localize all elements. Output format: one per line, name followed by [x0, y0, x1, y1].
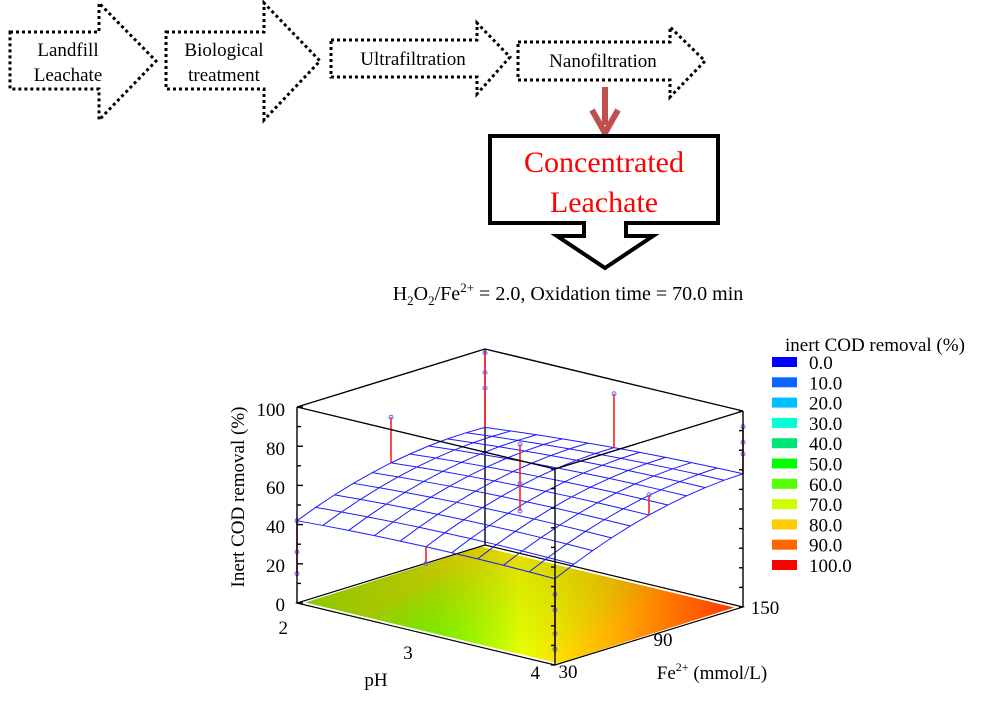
- y-tick-label: 90: [654, 630, 673, 651]
- down-arrow-icon: [589, 87, 621, 140]
- mesh-line: [372, 472, 631, 527]
- legend-label: 10.0: [809, 373, 842, 394]
- legend-title: inert COD removal (%): [785, 335, 965, 356]
- z-tick-label: 40: [266, 517, 285, 538]
- z-tick-label: 60: [266, 478, 285, 499]
- axis-box-front: [296, 406, 744, 665]
- observation-point: [482, 370, 488, 376]
- mesh-line: [348, 434, 537, 531]
- legend-label: 40.0: [809, 434, 842, 455]
- legend-swatch: [772, 438, 797, 449]
- oxidation-time-label: Oxidation time: [530, 283, 651, 305]
- y-tick-label: 150: [751, 598, 780, 619]
- legend-label: 60.0: [809, 475, 842, 496]
- legend-swatch: [772, 377, 797, 388]
- mesh-line: [315, 506, 574, 565]
- observation-point: [646, 492, 652, 498]
- legend-swatch: [772, 519, 797, 530]
- observation-point: [388, 414, 394, 420]
- concentrated-leachate-box: Concentrated Leachate: [488, 134, 720, 271]
- z-tick-label: 100: [257, 400, 286, 421]
- y-axis-label: Fe2+ (mmol/L): [657, 660, 767, 684]
- observation-point: [423, 560, 429, 566]
- output-box-line-1: Concentrated: [524, 146, 684, 179]
- dotted-arrow-shape: [329, 19, 513, 98]
- flow-step-4: Nanofiltration: [516, 23, 708, 101]
- mesh-line: [322, 430, 511, 526]
- flow-step-3: Ultrafiltration: [329, 19, 513, 98]
- axis-ticks: [297, 406, 743, 666]
- legend-swatch: [772, 417, 797, 428]
- box-edge: [484, 348, 744, 412]
- legend-label: 100.0: [809, 556, 852, 577]
- flow-step-1-line-2: Leachate: [34, 65, 103, 86]
- flow-step-4-line-1: Nanofiltration: [549, 51, 657, 72]
- legend-label: 90.0: [809, 536, 842, 557]
- z-tick-label: 80: [266, 439, 285, 460]
- dotted-arrow-shape: [164, 0, 323, 124]
- observation-point: [611, 391, 617, 397]
- contour-shade: [305, 546, 735, 664]
- conditions-subtitle: H2O2/Fe2+ = 2.0, Oxidation time = 70.0 m…: [393, 280, 744, 308]
- legend-swatch: [772, 357, 797, 367]
- z-tick-label: 0: [276, 595, 286, 616]
- observation-point: [482, 385, 488, 391]
- flow-step-3-line-1: Ultrafiltration: [360, 49, 466, 70]
- legend-swatch: [772, 560, 797, 570]
- dotted-arrow-shape: [8, 0, 159, 124]
- h2o2-ratio-value: 2.0: [495, 283, 520, 305]
- legend: inert COD removal (%) 0.010.020.030.040.…: [772, 335, 965, 577]
- legend-swatch: [772, 478, 797, 489]
- x-axis-label: pH: [364, 670, 388, 691]
- legend-swatch: [772, 397, 797, 408]
- flow-step-1: Landfill Leachate: [8, 0, 159, 124]
- legend-swatch: [772, 499, 797, 510]
- observation-point: [482, 350, 488, 356]
- legend-label: 80.0: [809, 515, 842, 536]
- oxidation-time-value: 70.0: [672, 283, 707, 305]
- z-tick-label: 20: [266, 556, 285, 577]
- mesh-line: [334, 494, 593, 552]
- x-tick-label: 4: [531, 663, 541, 684]
- surface-chart: 100 80 60 40 20 0 Inert COD removal (%) …: [228, 335, 965, 691]
- flow-step-2: Biological treatment: [164, 0, 323, 124]
- contour-base-plane: [294, 544, 746, 666]
- mesh-line: [409, 453, 668, 506]
- legend-label: 0.0: [809, 353, 833, 374]
- legend-label: 30.0: [809, 414, 842, 435]
- mesh-line: [466, 432, 725, 481]
- y-tick-label: 30: [559, 662, 578, 683]
- flow-step-2-line-1: Biological: [184, 40, 263, 61]
- legend-swatch: [772, 539, 797, 550]
- legend-label: 70.0: [809, 495, 842, 516]
- output-box-line-2: Leachate: [550, 186, 658, 219]
- x-tick-label: 3: [403, 643, 413, 664]
- box-edge: [554, 410, 744, 470]
- flow-step-2-line-2: treatment: [188, 65, 260, 86]
- z-axis-label: Inert COD removal (%): [228, 407, 249, 588]
- box-edge: [296, 348, 486, 408]
- observation-point: [517, 508, 523, 514]
- dotted-arrow-shape: [516, 23, 708, 101]
- observation-point: [517, 480, 523, 486]
- legend-swatch: [772, 458, 797, 469]
- mesh-line: [554, 473, 744, 580]
- flow-step-1-line-1: Landfill: [37, 40, 98, 61]
- legend-label: 50.0: [809, 455, 842, 476]
- x-tick-label: 2: [279, 618, 289, 639]
- output-box-shape: [488, 134, 720, 271]
- mesh-line: [353, 482, 612, 539]
- oxidation-time-unit: min: [712, 283, 743, 305]
- mesh-line: [447, 438, 706, 489]
- observation-point: [517, 441, 523, 447]
- legend-label: 20.0: [809, 394, 842, 415]
- box-edge: [296, 406, 556, 470]
